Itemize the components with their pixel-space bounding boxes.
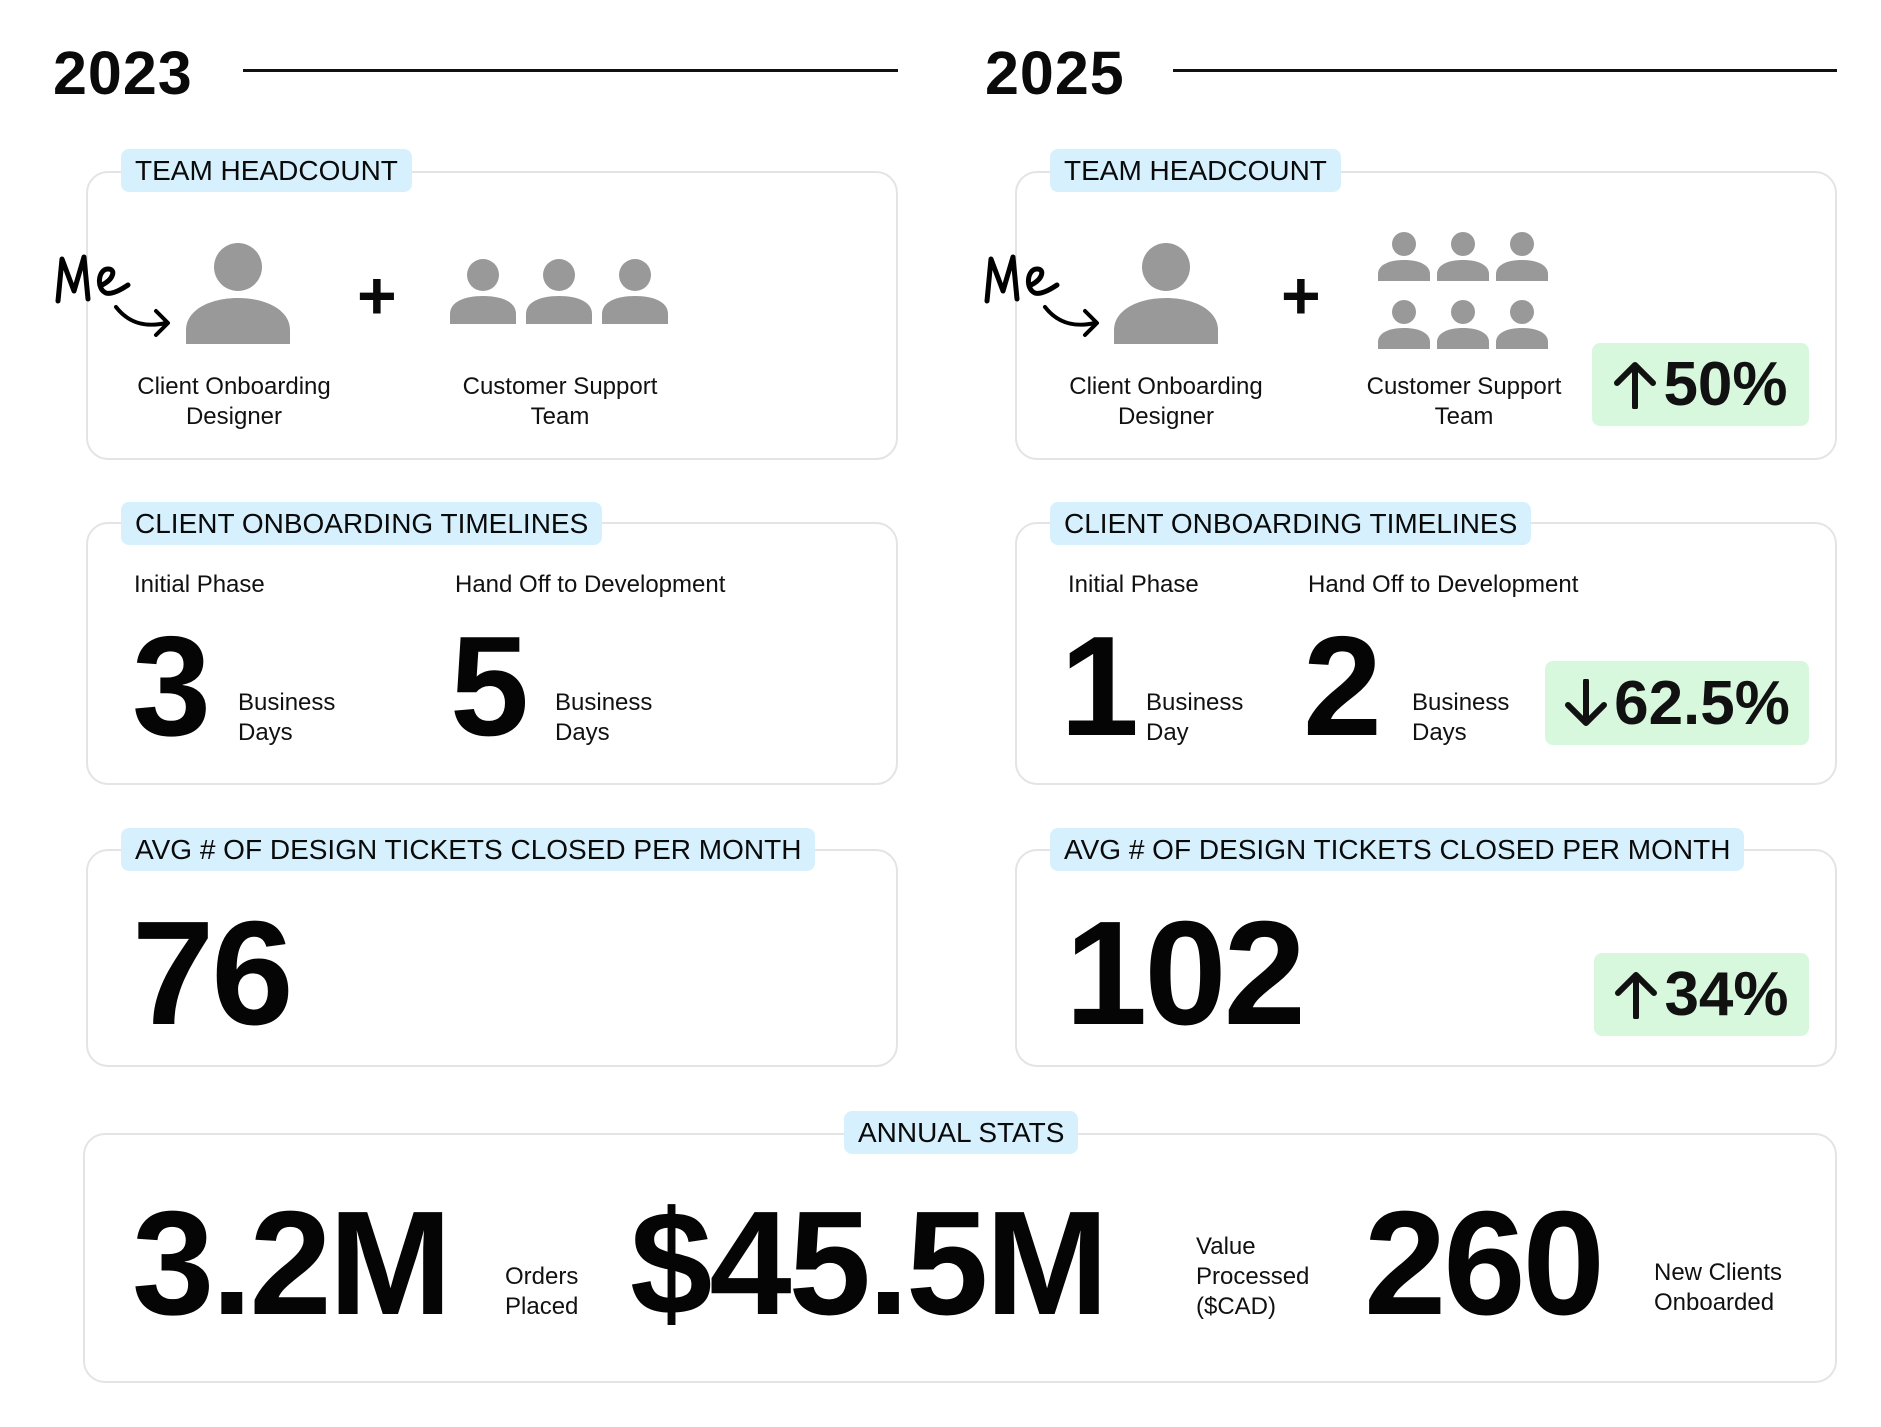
headcount-change-badge: 50% [1592, 343, 1809, 426]
handoff-value-2023: 5 [450, 607, 529, 766]
support-caption-2023: Customer Support Team [462, 373, 658, 430]
initial-phase-label-2023: Initial Phase [134, 571, 265, 598]
initial-phase-value-2025: 1 [1060, 607, 1139, 766]
timelines-card-2023 [86, 522, 898, 785]
year-2023-divider [243, 69, 898, 72]
plus-icon: + [1281, 258, 1321, 334]
designer-caption-2025: Client Onboarding Designer [1069, 373, 1263, 430]
tickets-value-2025: 102 [1065, 891, 1306, 1056]
annual-stats-tag: ANNUAL STATS [844, 1111, 1079, 1154]
timelines-tag-2025: CLIENT ONBOARDING TIMELINES [1050, 502, 1532, 545]
headcount-change-value: 50% [1663, 350, 1788, 419]
initial-phase-unit-2025: Business Day [1146, 689, 1244, 746]
processed-value: $45.5M [630, 1181, 1109, 1346]
clients-value: 260 [1364, 1181, 1605, 1346]
tickets-change-value: 34% [1664, 960, 1789, 1029]
handoff-unit-2025: Business Days [1412, 689, 1510, 746]
arrow-up-icon [1614, 361, 1657, 409]
initial-phase-value-2023: 3 [132, 607, 211, 766]
timelines-tag-2023: CLIENT ONBOARDING TIMELINES [121, 502, 603, 545]
headcount-tag-2023: TEAM HEADCOUNT [121, 149, 412, 192]
orders-value: 3.2M [132, 1181, 452, 1346]
initial-phase-unit-2023: Business Days [238, 689, 336, 746]
handoff-label-2023: Hand Off to Development [455, 571, 726, 598]
plus-icon: + [357, 258, 397, 334]
tickets-tag-2025: AVG # OF DESIGN TICKETS CLOSED PER MONTH [1050, 828, 1745, 871]
timelines-change-value: 62.5% [1614, 668, 1790, 738]
year-2023-heading: 2023 [53, 39, 193, 107]
person-icon [1114, 242, 1218, 344]
tickets-value-2023: 76 [132, 891, 294, 1056]
support-team-icons-2023 [450, 258, 670, 324]
handoff-label-2025: Hand Off to Development [1308, 571, 1579, 598]
handoff-value-2025: 2 [1303, 607, 1382, 766]
clients-label: New Clients Onboarded [1654, 1259, 1783, 1316]
timelines-change-badge: 62.5% [1545, 661, 1809, 745]
tickets-change-badge: 34% [1594, 953, 1809, 1036]
support-caption-2025: Customer Support Team [1366, 373, 1562, 430]
arrow-down-icon [1565, 679, 1608, 726]
support-team-icons-2025 [1378, 231, 1548, 349]
headcount-tag-2025: TEAM HEADCOUNT [1050, 149, 1341, 192]
year-2025-heading: 2025 [985, 39, 1125, 107]
annual-stats-card [83, 1133, 1837, 1383]
tickets-tag-2023: AVG # OF DESIGN TICKETS CLOSED PER MONTH [121, 828, 816, 871]
tickets-card-2023 [86, 849, 898, 1067]
processed-label: Value Processed ($CAD) [1196, 1233, 1310, 1320]
handwritten-me-annotation [981, 245, 1105, 341]
orders-label: Orders Placed [505, 1263, 579, 1320]
designer-caption-2023: Client Onboarding Designer [137, 373, 331, 430]
year-2025-divider [1173, 69, 1837, 72]
handwritten-me-annotation [52, 245, 176, 341]
person-icon [186, 242, 290, 344]
initial-phase-label-2025: Initial Phase [1068, 571, 1199, 598]
arrow-up-icon [1615, 971, 1658, 1019]
handoff-unit-2023: Business Days [555, 689, 653, 746]
